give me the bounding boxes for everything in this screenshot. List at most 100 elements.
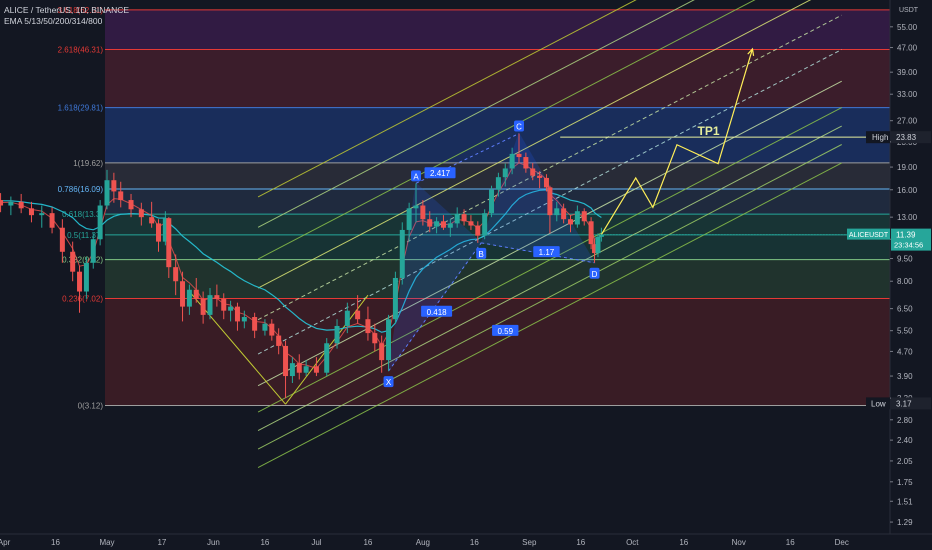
pattern-bd-line [481,242,595,264]
channel-line-4 [257,80,842,387]
fib-zone-0.5 [105,234,890,260]
low-tag-label: Low [871,399,886,408]
candle-body [118,191,124,201]
candle-body [262,323,268,331]
candle-body [228,306,234,311]
candle-body [581,211,587,222]
time-tick-label: 17 [157,538,166,547]
price-tick-label: 2.05 [897,457,913,466]
candle-body [18,201,24,209]
candle-body [83,262,89,292]
price-tick-label: 16.00 [897,186,918,195]
candle-body [128,200,134,210]
fib-label-0.382: 0.382(9.42) [62,256,103,265]
time-tick-label: 16 [679,538,688,547]
candle-body [70,251,76,272]
candle-body [193,289,199,299]
candle-body [574,211,580,225]
high-price-label: 23.83 [896,133,917,142]
candle-body [489,189,495,214]
fib-zone-0.382 [105,259,890,299]
price-tick-label: 27.00 [897,117,918,126]
indicator-legend: EMA 5/13/50/200/314/800 [4,16,103,26]
candle-body [173,267,179,282]
fib-zone-1.618 [105,107,890,163]
candle-body [186,289,192,307]
symbol-tag [847,228,890,240]
projection-path [600,48,754,235]
ratio-badge [421,305,453,317]
candle-body [399,229,405,278]
candle-body [234,306,240,322]
candle-body [104,180,110,206]
pattern-point-label-D: D [592,270,598,279]
low-price-badge [891,397,931,410]
channel-line-0 [257,162,842,468]
candle-body [283,345,289,377]
candle-body [379,343,385,361]
time-tick-label: Dec [835,538,849,547]
pattern-point-D [589,267,600,279]
fib-zone-2.618 [105,49,890,108]
time-tick-label: 16 [786,538,795,547]
candle-body [200,298,206,315]
candle-body [475,225,481,236]
candle-body [588,221,594,245]
candle-body [180,281,186,307]
channel-line-9 [257,0,695,228]
candle-body [592,244,598,254]
price-tick-label: 39.00 [897,68,918,77]
ratio-label: 0.418 [427,308,448,317]
candle-body [434,221,440,227]
candle-body [8,201,14,206]
candle-body [392,277,398,320]
candle-body [386,319,392,361]
time-tick-label: Sep [522,538,537,547]
last-price-label: 11.39 [896,231,916,240]
price-tick-label: 1.75 [897,478,913,487]
candle-body [372,333,378,344]
candle-body [149,217,155,224]
candle-body [303,366,309,373]
fib-label-0.618: 0.618(13.3) [62,210,103,219]
channel-line-6 [257,14,842,321]
price-tick-label: 4.70 [897,347,913,356]
price-tick-label: 2.40 [897,436,913,445]
time-tick-label: Apr [0,538,11,547]
ratio-label: 2.417 [430,169,451,178]
candle-body [111,180,117,192]
candle-body [365,319,371,334]
price-tick-label: 3.90 [897,372,913,381]
time-tick-label: 16 [363,538,372,547]
ema-line [0,189,602,333]
high-tag-label: High [872,133,888,142]
chart-title: ALICE / TetherUS, 1D, BINANCE [4,5,130,15]
fib-label-0.786: 0.786(16.09) [58,185,104,194]
candle-body [28,208,34,216]
candle-body [427,219,433,227]
high-price-badge [891,131,931,144]
price-tick-label: 5.50 [897,327,913,336]
price-tick-label: 13.00 [897,213,918,222]
candle-body [516,153,522,158]
candle-body [554,208,560,216]
fib-label-0.5: 0.5(11.37) [67,231,103,240]
candle-body [561,208,567,220]
ratio-label: 0.59 [497,327,513,336]
candle-body [413,205,419,209]
last-price-badge [891,228,931,251]
countdown-label: 23:34:56 [894,241,923,250]
pattern-point-label-C: C [516,123,522,132]
ratio-badge [533,246,560,258]
candle-body [440,221,446,228]
candle-body [162,218,168,242]
time-tick-label: 16 [470,538,479,547]
fib-label-0: 0(3.12) [78,402,104,411]
price-tick-label: 55.00 [897,23,918,32]
candle-body [543,177,549,188]
candle-body [537,175,543,178]
candle-body [138,209,144,218]
fib-label-1.618: 1.618(29.81) [58,104,104,113]
time-tick-label: Aug [416,538,430,547]
